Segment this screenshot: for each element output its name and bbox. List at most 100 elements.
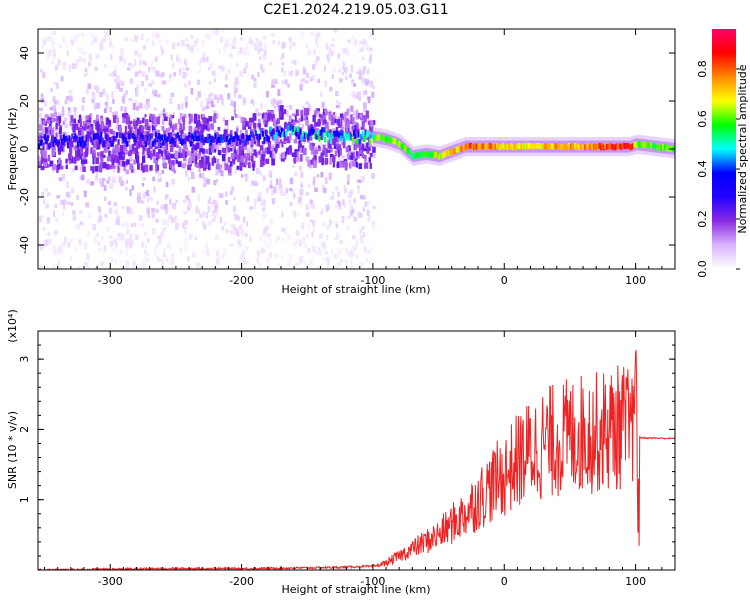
spectrogram-cell: [166, 257, 169, 263]
spectrogram-cell: [179, 264, 183, 269]
spectrogram-cell: [360, 261, 365, 266]
spectrogram-cell: [311, 74, 315, 81]
spectrogram-cell: [220, 29, 225, 33]
spectrogram-cell: [104, 125, 109, 129]
spectrogram-cell: [83, 124, 87, 131]
spectrogram-cell: [338, 68, 341, 73]
spectrogram-cell: [246, 134, 249, 141]
spectrogram-cell: [359, 234, 363, 241]
spectrogram-cell: [152, 89, 156, 94]
spectrogram-cell: [235, 133, 239, 140]
spectrogram-cell: [43, 39, 47, 45]
spectrogram-cell: [142, 149, 145, 155]
spectrogram-cell: [144, 114, 147, 118]
spectrogram-cell: [266, 147, 271, 155]
spectrogram-cell: [295, 130, 298, 136]
spectrogram-cell: [332, 266, 336, 269]
spectrogram-cell: [81, 174, 85, 181]
spectrogram-cell: [568, 142, 571, 149]
spectrogram-cell: [45, 203, 50, 209]
spectrogram-cell: [129, 163, 133, 171]
spectrogram-cell: [161, 126, 165, 131]
spectrogram-cell: [384, 136, 387, 143]
spectrogram-cell: [153, 107, 157, 111]
spectrogram-cell: [146, 126, 150, 131]
spectrogram-cell: [138, 120, 142, 124]
snr-x-tick-label: 100: [625, 575, 646, 588]
spectrogram-cell: [329, 157, 332, 165]
spectrogram-cell: [314, 37, 319, 45]
spectrogram-cell: [177, 118, 181, 125]
spectrogram-cell: [310, 32, 315, 36]
spectrogram-cell: [128, 236, 132, 240]
spectrogram-cell: [459, 146, 463, 153]
spectrogram-cell: [274, 253, 279, 258]
spectrogram-cell: [316, 56, 320, 61]
spectrogram-cell: [240, 229, 244, 236]
spectrogram-cell: [59, 161, 62, 168]
spectrogram-cell: [176, 129, 180, 135]
spectrogram-cell: [242, 258, 246, 264]
spectrogram-cell: [532, 143, 535, 150]
spectrogram-cell: [141, 241, 144, 248]
spectrogram-cell: [131, 168, 136, 174]
spectrogram-cell: [200, 101, 203, 107]
spectrogram-cell: [389, 136, 392, 143]
spectrogram-cell: [206, 100, 210, 105]
spectrogram-cell: [253, 202, 257, 210]
spectrogram-cell: [162, 219, 166, 226]
spectrogram-cell: [145, 103, 149, 111]
spectrogram-cell: [173, 133, 177, 137]
spectrogram-cell: [359, 229, 362, 234]
spectrogram-cell: [380, 134, 383, 141]
spectrogram-cell: [53, 108, 57, 113]
spectrogram-cell: [361, 175, 365, 183]
spectrogram-cell: [506, 144, 509, 150]
spectrogram-cell: [214, 214, 217, 222]
spectrogram-cell: [184, 236, 188, 244]
spectrogram-cell: [52, 149, 56, 156]
spectrogram-cell: [96, 232, 99, 238]
spectrogram-cell: [305, 101, 310, 105]
spectrogram-cell: [230, 152, 235, 159]
spectrogram-cell: [218, 65, 222, 69]
spectrogram-cell: [130, 207, 134, 215]
spectrogram-cell: [211, 201, 215, 205]
spectrogram-cell: [248, 151, 253, 157]
spectrogram-cell: [545, 143, 548, 149]
spectrogram-cell: [230, 139, 235, 148]
spectrogram-cell: [569, 143, 572, 150]
spectrogram-cell: [419, 152, 422, 159]
spectrogram-cell: [309, 142, 314, 151]
spectrogram-cell: [75, 225, 79, 229]
spectrogram-cell: [344, 259, 347, 264]
spectrogram-cell: [302, 68, 307, 75]
spectrogram-cell: [98, 128, 103, 133]
spectrogram-cell: [39, 140, 42, 146]
spectrogram-cell: [413, 153, 416, 160]
spectrogram-cell: [142, 125, 146, 129]
spectrogram-cell: [57, 246, 61, 254]
spectrogram-cell: [420, 151, 424, 158]
spectrogram-cell: [252, 140, 256, 145]
spectrogram-cell: [250, 119, 254, 127]
spectrogram-cell: [230, 134, 233, 141]
spectrogram-cell: [347, 122, 350, 130]
spectrogram-cell: [318, 113, 322, 118]
spectrogram-cell: [530, 143, 533, 150]
spectrogram-cell: [205, 123, 210, 131]
spectrogram-cell: [104, 128, 108, 135]
spectrogram-cell: [240, 162, 244, 167]
spectrogram-cell: [205, 105, 210, 109]
spectrogram-cell: [215, 112, 219, 116]
spectrogram-cell: [172, 154, 176, 159]
spectrogram-cell: [205, 56, 209, 63]
spectrogram-cell: [402, 143, 405, 150]
spectrogram-cell: [172, 159, 177, 164]
spectrogram-cell: [248, 117, 253, 123]
spectrogram-cell: [328, 48, 332, 55]
snr-scale-label: (x10⁴): [6, 309, 19, 343]
spectrogram-cell: [260, 202, 263, 207]
spectrogram-cell: [242, 249, 245, 257]
spectrogram-cell: [322, 115, 326, 123]
